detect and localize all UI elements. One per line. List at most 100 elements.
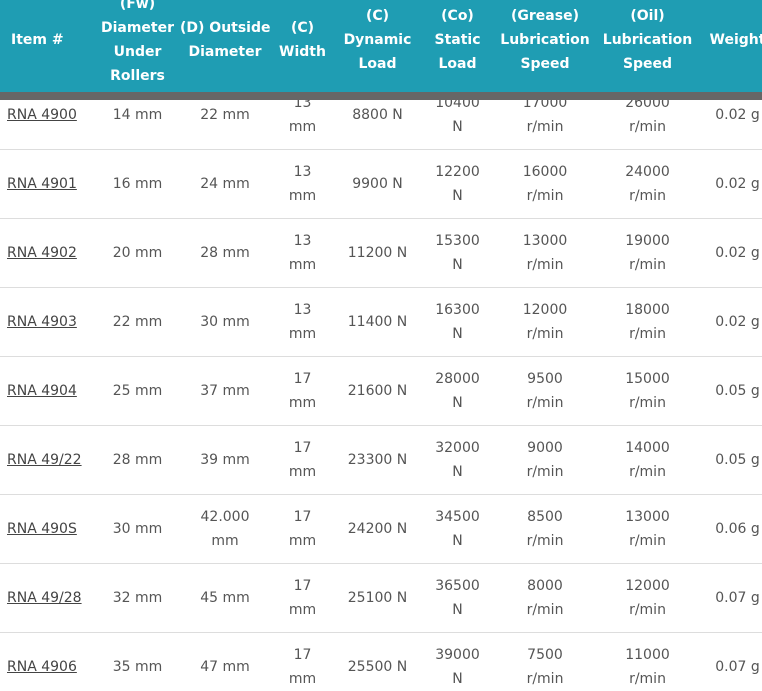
table-cell: 16000 r/min bbox=[495, 149, 595, 219]
table-cell: 0.05 g bbox=[700, 356, 762, 426]
table-row: RNA 4906 35 mm 47 mm 17 mm 25500 N 39000 N 750… bbox=[0, 632, 762, 691]
item-link[interactable]: RNA 4902 bbox=[7, 245, 77, 261]
table-cell: 30 mm bbox=[95, 494, 180, 564]
cell-text: 22 mm bbox=[200, 107, 250, 123]
table-cell: 17 mm bbox=[270, 632, 335, 691]
cell-text: 17 mm bbox=[288, 440, 317, 480]
cell-text: 0.02 g bbox=[715, 176, 760, 192]
table-cell: RNA 4901 bbox=[0, 149, 95, 219]
cell-text: 24 mm bbox=[200, 176, 250, 192]
cell-text: 14 mm bbox=[112, 107, 163, 123]
table-cell: 8000 r/min bbox=[495, 563, 595, 633]
cell-text: 0.02 g bbox=[715, 245, 760, 261]
cell-text: 36500 N bbox=[435, 578, 480, 618]
cell-text: 17 mm bbox=[288, 578, 317, 618]
table-cell: 18000 r/min bbox=[595, 287, 700, 357]
table-cell: 19000 r/min bbox=[595, 218, 700, 288]
table-cell: 15000 r/min bbox=[595, 356, 700, 426]
header-line: (Fw) bbox=[119, 0, 156, 12]
header-line: Dynamic bbox=[343, 32, 412, 48]
table-row: RNA 4904 25 mm 37 mm 17 mm 21600 N 28000 N 950… bbox=[0, 356, 762, 426]
table-cell: RNA 49/28 bbox=[0, 563, 95, 633]
cell-text: 12000 r/min bbox=[625, 578, 670, 618]
header-line: Diameter bbox=[100, 20, 175, 36]
cell-text: 39 mm bbox=[200, 452, 250, 468]
table-cell: 39000 N bbox=[420, 632, 495, 691]
table-cell: 0.02 g bbox=[700, 218, 762, 288]
item-link[interactable]: RNA 49/22 bbox=[7, 452, 82, 468]
item-link[interactable]: RNA 49/28 bbox=[7, 590, 82, 606]
cell-text: 18000 r/min bbox=[625, 302, 670, 342]
column-header: Weight bbox=[700, 0, 762, 88]
cell-text: 17 mm bbox=[288, 647, 317, 687]
cell-text: 13 mm bbox=[288, 164, 317, 204]
item-link[interactable]: RNA 4906 bbox=[7, 659, 77, 675]
table-cell: 45 mm bbox=[180, 563, 270, 633]
cell-text: 25 mm bbox=[112, 383, 163, 399]
item-link[interactable]: RNA 4901 bbox=[7, 176, 77, 192]
table-body: RNA 4900 14 mm 22 mm 13 mm 8800 N 10400 N 1700… bbox=[0, 100, 762, 691]
table-cell: 25 mm bbox=[95, 356, 180, 426]
cell-text: 16 mm bbox=[112, 176, 163, 192]
header-line: Rollers bbox=[110, 68, 165, 84]
item-link[interactable]: RNA 4900 bbox=[7, 107, 77, 123]
column-header: (D) Outside Diameter bbox=[180, 0, 271, 88]
table-cell: 14000 r/min bbox=[595, 425, 700, 495]
item-link[interactable]: RNA 490S bbox=[7, 521, 77, 537]
table-cell: 0.02 g bbox=[700, 149, 762, 219]
cell-text: 12000 r/min bbox=[522, 302, 568, 342]
cell-text: 32000 N bbox=[435, 440, 480, 480]
column-header: (Grease) Lubrication Speed bbox=[495, 0, 595, 88]
cell-text: 11400 N bbox=[347, 314, 408, 330]
cell-text: 17 mm bbox=[288, 371, 317, 411]
table-row: RNA 49/22 28 mm 39 mm 17 mm 23300 N 32000 N 90… bbox=[0, 425, 762, 495]
table-cell: 30 mm bbox=[180, 287, 270, 357]
table-cell: 13 mm bbox=[270, 100, 335, 150]
table-cell: 11200 N bbox=[335, 218, 420, 288]
table-cell: 8500 r/min bbox=[495, 494, 595, 564]
header-line: (D) Outside bbox=[180, 20, 271, 36]
table-cell: 12000 r/min bbox=[495, 287, 595, 357]
header-line: Speed bbox=[622, 56, 673, 72]
cell-text: 0.02 g bbox=[715, 107, 760, 123]
cell-text: 13000 r/min bbox=[522, 233, 568, 273]
table-cell: RNA 4900 bbox=[0, 100, 95, 150]
table-cell: RNA 4902 bbox=[0, 218, 95, 288]
table-header: Item # (Fw) Diameter Under Rollers (D) Outsid… bbox=[0, 0, 762, 92]
header-divider bbox=[0, 92, 762, 100]
cell-text: 25500 N bbox=[347, 659, 408, 675]
header-line: Static bbox=[434, 32, 481, 48]
header-line: Speed bbox=[520, 56, 570, 72]
header-line: (Oil) bbox=[630, 8, 665, 24]
cell-text: 25100 N bbox=[347, 590, 408, 606]
cell-text: 37 mm bbox=[200, 383, 250, 399]
cell-text: 16000 r/min bbox=[522, 164, 568, 204]
table-cell: 13 mm bbox=[270, 218, 335, 288]
column-header: Item # bbox=[0, 0, 95, 88]
cell-text: 12200 N bbox=[435, 164, 480, 204]
header-line: Load bbox=[438, 56, 477, 72]
table-cell: 13 mm bbox=[270, 287, 335, 357]
item-link[interactable]: RNA 4903 bbox=[7, 314, 77, 330]
cell-text: 13000 r/min bbox=[625, 509, 670, 549]
header-line: (C) bbox=[290, 20, 315, 36]
cell-text: 9500 r/min bbox=[526, 371, 564, 411]
cell-text: 13 mm bbox=[288, 233, 317, 273]
table-cell: 35 mm bbox=[95, 632, 180, 691]
table-cell: 32000 N bbox=[420, 425, 495, 495]
table-cell: 10400 N bbox=[420, 100, 495, 150]
cell-text: 0.02 g bbox=[715, 314, 760, 330]
cell-text: 17000 r/min bbox=[522, 100, 568, 135]
table-cell: 16300 N bbox=[420, 287, 495, 357]
table-cell: 32 mm bbox=[95, 563, 180, 633]
item-link[interactable]: RNA 4904 bbox=[7, 383, 77, 399]
table-cell: 42.000 mm bbox=[180, 494, 270, 564]
cell-text: 28000 N bbox=[435, 371, 480, 411]
header-line: Load bbox=[358, 56, 397, 72]
cell-text: 13 mm bbox=[288, 302, 317, 342]
table-cell: 47 mm bbox=[180, 632, 270, 691]
header-line: Under bbox=[113, 44, 162, 60]
table-cell: 13000 r/min bbox=[595, 494, 700, 564]
table-cell: 24200 N bbox=[335, 494, 420, 564]
